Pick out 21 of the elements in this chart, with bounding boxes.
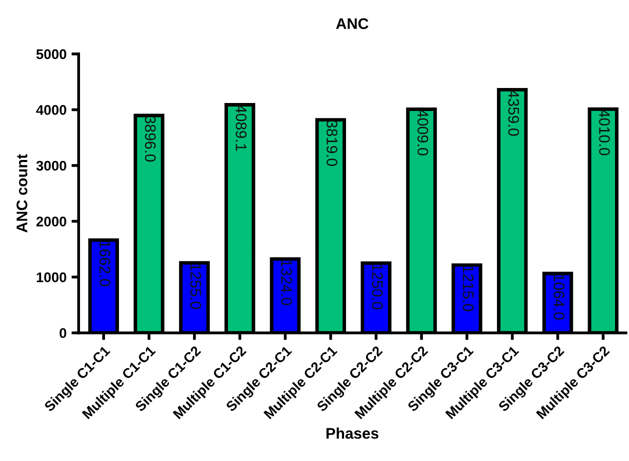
data-label: 1324.0 bbox=[281, 260, 292, 306]
x-axis-title: Phases bbox=[326, 428, 378, 439]
data-label: 3819.0 bbox=[326, 120, 338, 166]
y-tick-label: 1000 bbox=[36, 272, 66, 282]
data-label: 3896.0 bbox=[144, 116, 156, 162]
data-label: 1255.0 bbox=[190, 264, 202, 309]
data-label: 4010.0 bbox=[599, 110, 610, 156]
y-tick-label: 2000 bbox=[36, 216, 66, 226]
y-tick-label: 3000 bbox=[36, 160, 66, 171]
y-tick-label: 4000 bbox=[36, 105, 66, 115]
y-axis-title: ANC count bbox=[16, 154, 28, 232]
y-tick-label: 5000 bbox=[36, 49, 66, 60]
data-label: 4359.0 bbox=[508, 90, 520, 136]
data-label: 4009.0 bbox=[417, 110, 428, 156]
data-label: 1215.0 bbox=[462, 266, 474, 312]
data-label: 1662.0 bbox=[100, 241, 110, 286]
chart-title: ANC bbox=[336, 18, 368, 30]
data-label: 1064.0 bbox=[554, 274, 564, 320]
y-tick-label: 0 bbox=[60, 328, 66, 338]
data-label: 1250.0 bbox=[372, 264, 383, 310]
data-label: 4089.1 bbox=[236, 105, 247, 151]
